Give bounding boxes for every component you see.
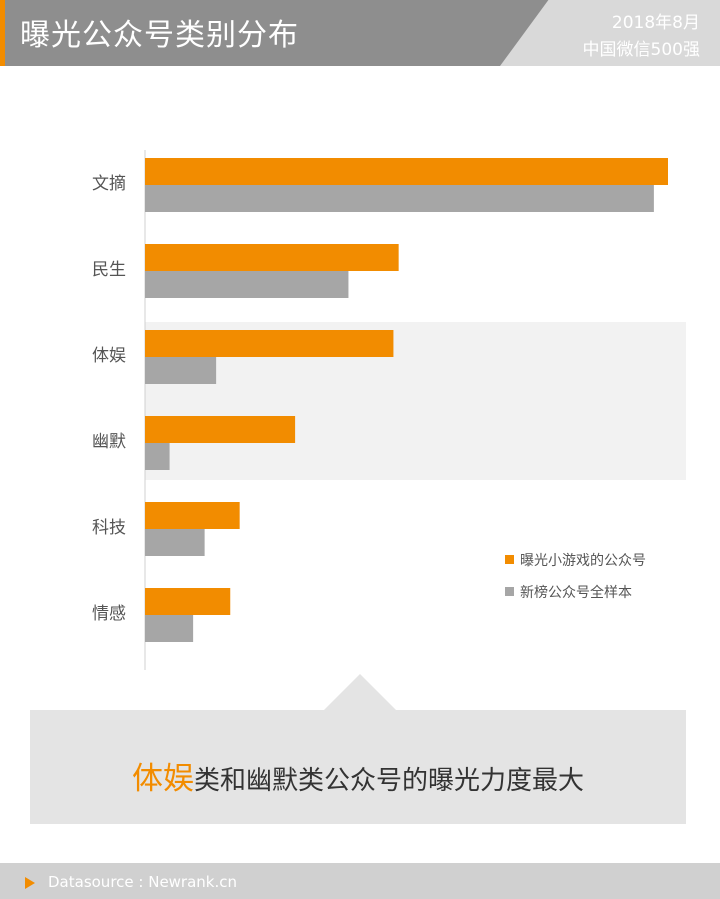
category-label-5: 情感 bbox=[92, 604, 126, 624]
bar-exposed-1 bbox=[145, 244, 399, 271]
bar-all-sample-3 bbox=[145, 443, 170, 470]
callout-highlight: 体娱 bbox=[131, 761, 194, 797]
category-label-2: 体娱 bbox=[92, 346, 126, 366]
bar-all-sample-5 bbox=[145, 615, 194, 642]
page-title: 曝光公众号类别分布 bbox=[20, 18, 299, 53]
legend-label-exposed: 曝光小游戏的公众号 bbox=[520, 553, 646, 569]
category-label-4: 科技 bbox=[92, 518, 126, 538]
header-bar: 曝光公众号类别分布 2018年8月 中国微信500强 bbox=[0, 0, 720, 66]
callout-arrow bbox=[324, 674, 396, 710]
legend-label-all-sample: 新榜公众号全样本 bbox=[520, 585, 632, 601]
category-label-0: 文摘 bbox=[92, 174, 126, 194]
bar-all-sample-2 bbox=[145, 357, 217, 384]
header-info-panel: 2018年8月 中国微信500强 bbox=[500, 0, 720, 66]
bar-all-sample-4 bbox=[145, 529, 205, 556]
header-date: 2018年8月 bbox=[611, 13, 700, 33]
category-label-3: 幽默 bbox=[92, 432, 126, 452]
header-subtitle: 中国微信500强 bbox=[582, 40, 700, 60]
bar-exposed-4 bbox=[145, 502, 240, 529]
callout-rest: 类和幽默类公众号的曝光力度最大 bbox=[193, 766, 584, 796]
category-label-1: 民生 bbox=[92, 260, 126, 280]
callout-text: 体娱类和幽默类公众号的曝光力度最大 bbox=[30, 753, 686, 798]
bar-exposed-0 bbox=[145, 158, 668, 185]
legend-swatch-gray bbox=[505, 587, 514, 596]
footer-bar: Datasource : Newrank.cn bbox=[0, 863, 720, 899]
header-accent-bar bbox=[0, 0, 5, 66]
callout-box: 体娱类和幽默类公众号的曝光力度最大 bbox=[30, 710, 686, 824]
bar-exposed-3 bbox=[145, 416, 296, 443]
bar-exposed-2 bbox=[145, 330, 394, 357]
datasource-text: Datasource : Newrank.cn bbox=[48, 873, 238, 891]
bar-all-sample-0 bbox=[145, 185, 654, 212]
play-arrow-icon bbox=[25, 877, 35, 889]
legend-swatch-orange bbox=[505, 555, 514, 564]
bar-all-sample-1 bbox=[145, 271, 349, 298]
bar-exposed-5 bbox=[145, 588, 231, 615]
